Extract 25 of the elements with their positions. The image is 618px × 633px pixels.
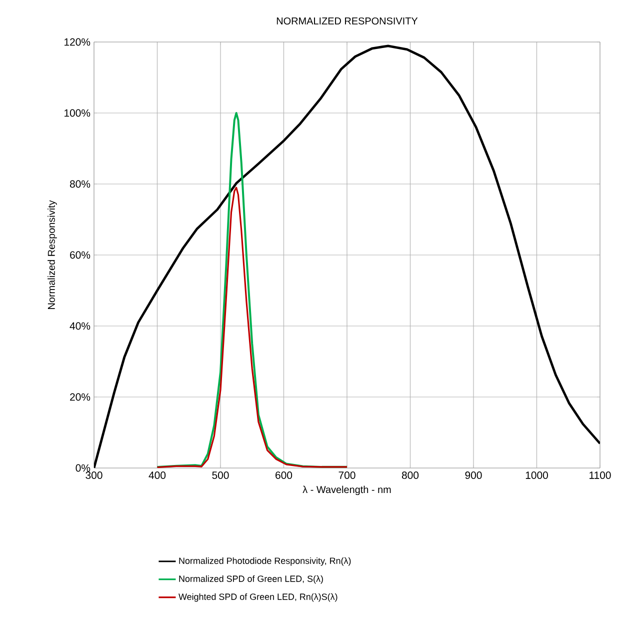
x-axis-title: λ - Wavelength - nm [302,486,391,496]
x-tick-label: 500 [212,472,229,479]
chart-title: NORMALIZED RESPONSIVITY [276,17,418,24]
x-tick-label: 600 [276,472,292,479]
y-tick-label: 20% [70,393,90,401]
line-series [156,186,348,468]
y-axis-title: Normalized Responsivity [48,200,57,309]
x-tick-label: 700 [338,472,356,479]
x-tick-label: 300 [86,472,102,479]
line-series [156,112,348,468]
line-series [94,44,600,468]
x-tick-label: 1000 [526,472,548,479]
y-tick-label: 40% [70,322,90,330]
x-tick-label: 900 [465,472,482,479]
y-tick-label: 80% [70,180,90,188]
legend-label: Normalized SPD of Green LED, S(λ) [179,575,323,584]
y-tick-label: 120% [64,38,90,46]
x-tick-label: 1100 [590,472,611,479]
legend-label: Normalized Photodiode Responsivity, Rn(λ) [179,557,351,566]
x-tick-label: 800 [402,472,419,479]
y-tick-label: 100% [64,109,90,117]
x-tick-label: 400 [148,472,166,479]
legend-label: Weighted SPD of Green LED, Rn(λ)S(λ) [178,593,338,602]
y-tick-label: 0% [76,464,90,472]
y-tick-label: 60% [70,251,90,259]
